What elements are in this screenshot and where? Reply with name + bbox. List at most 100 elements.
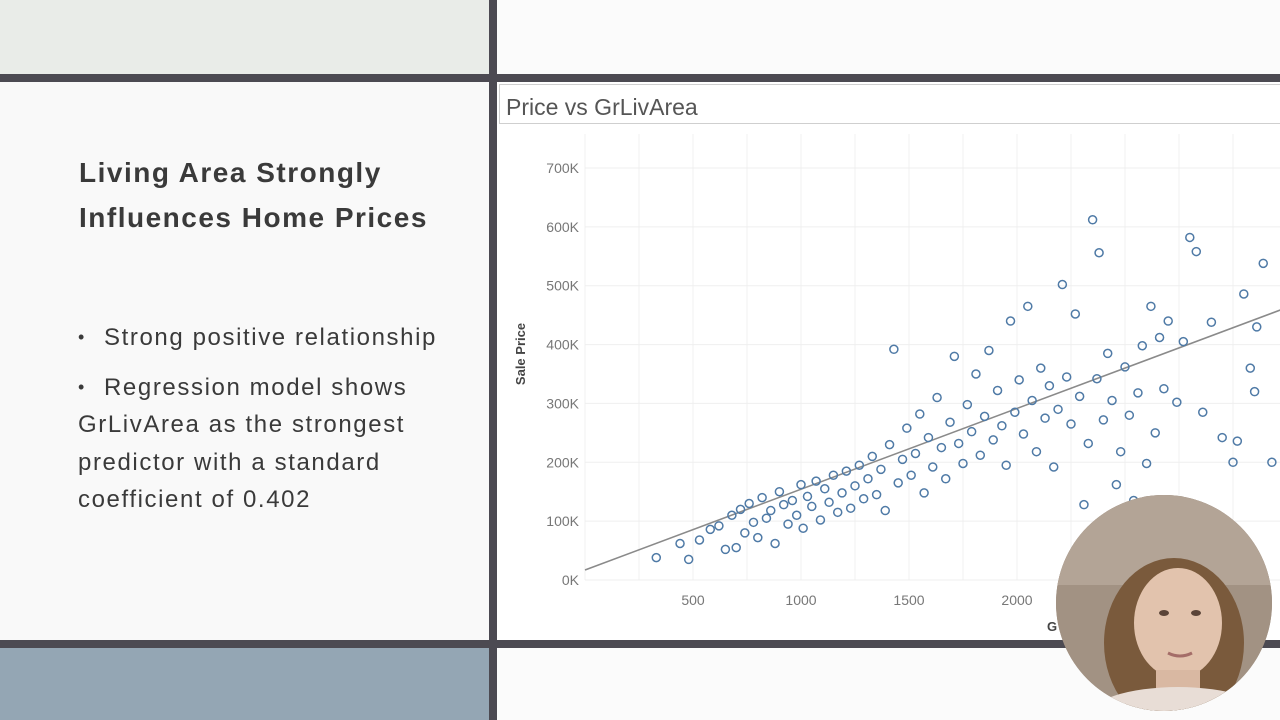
data-point	[802, 491, 813, 502]
data-point	[975, 450, 986, 460]
data-point	[735, 504, 746, 515]
data-point	[798, 523, 808, 533]
y-tick-label: 200K	[546, 454, 579, 470]
data-point	[1252, 322, 1262, 332]
data-point	[1120, 362, 1130, 372]
data-point	[997, 421, 1007, 431]
data-point	[1094, 248, 1104, 258]
x-axis-title: G	[1047, 619, 1057, 634]
data-point	[1061, 372, 1072, 382]
data-point	[1228, 457, 1238, 468]
data-point	[919, 488, 929, 498]
data-point	[936, 442, 947, 453]
top-right-tile	[497, 0, 1280, 74]
data-point	[928, 462, 938, 472]
bullet-text: Strong positive relationship	[104, 324, 437, 351]
data-point	[940, 474, 951, 484]
data-point	[1191, 246, 1202, 257]
data-point	[1001, 460, 1011, 470]
data-point	[915, 409, 925, 419]
data-point	[966, 426, 977, 437]
text-panel: Living Area Strongly Influences Home Pri…	[0, 82, 489, 640]
data-point	[1146, 301, 1156, 312]
frame-bottom-divider	[0, 640, 1280, 648]
data-point	[876, 464, 886, 475]
data-point	[953, 438, 964, 449]
data-point	[863, 474, 873, 484]
data-point	[1133, 388, 1143, 398]
data-point	[889, 344, 899, 355]
data-point	[1018, 429, 1029, 439]
data-point	[824, 497, 834, 508]
y-axis-title: Sale Price	[513, 323, 528, 385]
data-point	[971, 369, 981, 379]
data-point	[778, 499, 789, 510]
bullet-list: • Strong positive relationship • Regressio…	[78, 319, 458, 531]
data-point	[1066, 419, 1076, 429]
data-point	[858, 494, 869, 504]
data-point	[1092, 373, 1102, 384]
data-point	[796, 479, 806, 490]
data-point	[1137, 340, 1148, 351]
data-point	[1014, 375, 1024, 385]
data-point	[1102, 348, 1113, 359]
data-point	[1154, 332, 1165, 343]
data-point	[791, 510, 802, 521]
data-point	[1178, 336, 1189, 347]
bullet-item: • Regression model shows GrLivArea as the…	[78, 369, 458, 519]
y-tick-label: 700K	[546, 160, 579, 176]
webcam-overlay	[1056, 495, 1272, 711]
scatter-chart: 0K 100K 200K 300K 400K 500K 600K 700K 500 1000 150…	[513, 134, 1280, 634]
chart-title-box: Price vs GrLivArea	[499, 84, 1280, 124]
data-point	[675, 538, 685, 549]
data-point	[731, 542, 741, 553]
data-point	[1115, 446, 1126, 457]
data-point	[992, 385, 1003, 396]
data-point	[744, 498, 754, 509]
x-tick-label: 1500	[893, 592, 924, 608]
data-point	[1010, 407, 1020, 418]
y-tick-label: 0K	[562, 572, 580, 588]
data-point	[727, 510, 737, 521]
data-point	[1124, 410, 1135, 420]
data-point	[783, 519, 793, 529]
data-point	[1057, 279, 1068, 290]
bottom-left-tile	[0, 648, 489, 720]
data-point	[1249, 386, 1260, 397]
data-point	[1098, 415, 1109, 425]
data-point	[871, 489, 882, 500]
data-point	[766, 505, 776, 516]
data-point	[1159, 383, 1169, 394]
x-tick-label: 1000	[785, 592, 816, 608]
data-point	[748, 517, 759, 528]
data-point	[837, 488, 847, 498]
data-point	[651, 552, 662, 563]
trend-line	[584, 309, 1280, 571]
y-tick-label: 500K	[546, 278, 579, 294]
data-point	[770, 538, 780, 549]
data-point	[774, 486, 785, 497]
data-point	[1267, 457, 1277, 468]
data-point	[740, 528, 750, 538]
y-tick-label: 400K	[546, 337, 579, 353]
data-point	[867, 451, 878, 462]
data-point	[1150, 428, 1160, 438]
data-point	[902, 423, 912, 433]
data-point	[1005, 316, 1016, 326]
data-point	[880, 505, 890, 516]
data-point	[705, 524, 716, 535]
data-point	[1239, 289, 1249, 299]
data-point	[1083, 438, 1094, 449]
data-point	[1040, 413, 1050, 423]
data-point	[897, 454, 908, 465]
data-point	[1107, 395, 1117, 406]
y-tick-label: 600K	[546, 219, 579, 235]
x-tick-label: 2000	[1001, 592, 1032, 608]
data-point	[820, 484, 830, 494]
data-point	[1111, 479, 1122, 490]
data-point	[1044, 381, 1055, 391]
data-point	[757, 492, 767, 503]
data-point	[1217, 432, 1227, 443]
slide-title: Living Area Strongly Influences Home Pri…	[79, 157, 428, 233]
bullet-dot-icon: •	[78, 327, 86, 347]
